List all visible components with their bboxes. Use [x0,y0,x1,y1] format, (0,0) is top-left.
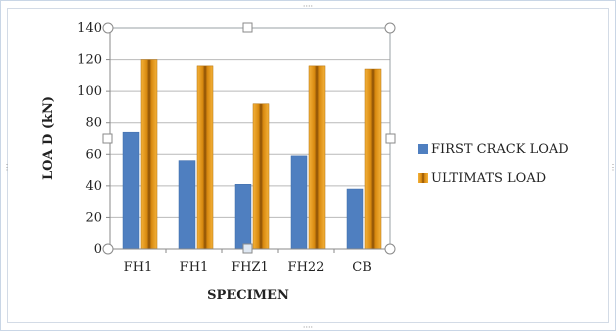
bar-first-crack-load [290,155,308,250]
bar-ultimate-load [252,103,270,250]
x-tick-label: FHZ1 [231,260,269,275]
bar-first-crack-load [234,184,252,250]
bar-ultimate-load [140,59,158,250]
resize-handle-top-left[interactable] [102,22,114,34]
y-tick-labels: 0 20 40 60 80 100 120 140 [77,21,110,257]
resize-handle-left-mid[interactable] [102,133,113,144]
frame-grip-top[interactable]: ···· [303,2,313,11]
frame-grip-left[interactable]: ⋮ [3,163,11,172]
x-tick-label: FH22 [288,260,325,275]
selection-handles [102,22,396,255]
resize-handle-bottom-right[interactable] [384,243,396,255]
bar-first-crack-load [122,131,140,250]
x-tick-label: FH1 [180,260,209,275]
bar-ultimate-load [364,68,382,250]
y-tick-label: 20 [85,210,102,225]
y-tick-label: 140 [77,21,102,36]
legend: FIRST CRACK LOAD ULTIMATS LOAD [418,142,569,186]
resize-handle-top-mid[interactable] [242,22,253,33]
bar-first-crack-load [178,160,196,250]
resize-handle-bottom-mid[interactable] [242,243,253,254]
y-tick-label: 60 [85,147,102,162]
bar-first-crack-load [346,188,364,250]
y-tick-label: 80 [85,116,102,131]
resize-handle-bottom-left[interactable] [102,243,114,255]
frame-grip-right[interactable]: ⋮ [609,163,616,172]
legend-label-first-crack-load: FIRST CRACK LOAD [431,142,569,157]
y-tick-label: 120 [77,53,102,68]
frame-grips: ···· ···· ⋮ ⋮ [3,2,616,331]
resize-handle-top-right[interactable] [384,22,396,34]
x-tick-label: CB [352,260,372,275]
x-tick-labels: FH1 FH1 FHZ1 FH22 CB [109,249,391,275]
bars [122,59,382,250]
bar-ultimate-load [308,65,326,250]
legend-swatch-ultimate-load [418,173,428,183]
legend-label-ultimate-load: ULTIMATS LOAD [431,171,546,186]
legend-swatch-first-crack-load [418,144,428,154]
y-tick-label: 40 [85,179,102,194]
chart-area-border [7,8,609,323]
resize-handle-right-mid[interactable] [385,133,396,144]
y-tick-label: 100 [77,84,102,99]
frame-grip-bottom[interactable]: ···· [303,323,313,331]
x-axis-title: SPECIMEN [207,288,289,303]
x-tick-label: FH1 [124,260,153,275]
y-tick-label: 0 [94,242,102,257]
y-axis-title: LOA D (kN) [41,96,56,180]
bar-ultimate-load [196,65,214,250]
